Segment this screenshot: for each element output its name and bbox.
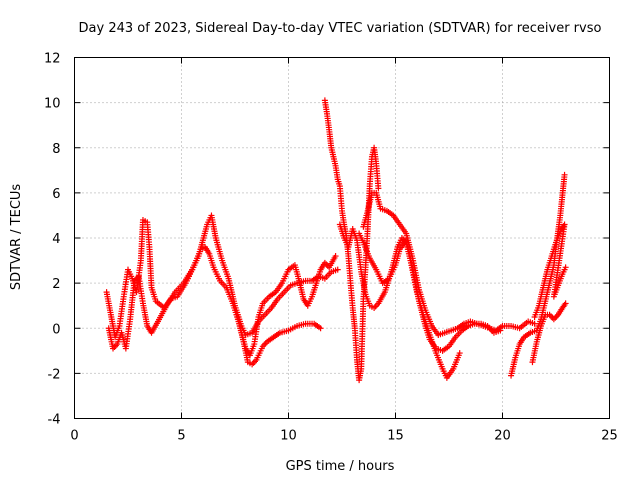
- data-point: [497, 327, 504, 334]
- y-tick-label: 2: [52, 277, 60, 292]
- axis-layer: 0 5 10 15 20 25 -4 -2 0 2 4 6 8 10 12: [44, 52, 618, 444]
- x-axis-label: GPS time / hours: [286, 459, 395, 474]
- data-points-layer: [103, 97, 569, 384]
- data-point: [561, 171, 568, 178]
- data-point: [317, 325, 324, 332]
- x-tick-label: 0: [70, 429, 78, 444]
- y-tick-label: -4: [48, 413, 61, 428]
- chart-title: Day 243 of 2023, Sidereal Day-to-day VTE…: [79, 21, 602, 36]
- y-tick-label: 6: [52, 187, 60, 202]
- y-tick-label: 4: [52, 232, 60, 247]
- y-tick-label: -2: [48, 367, 61, 382]
- y-tick-label: 10: [44, 97, 61, 112]
- data-point: [562, 300, 569, 307]
- y-tick-label: 0: [52, 322, 60, 337]
- x-tick-label: 15: [387, 429, 404, 444]
- x-tick-label: 20: [494, 429, 511, 444]
- y-axis-label: SDTVAR / TECUs: [9, 184, 24, 291]
- data-point: [456, 350, 463, 357]
- data-point: [332, 253, 339, 260]
- x-tick-label: 25: [601, 429, 618, 444]
- y-tick-label: 8: [52, 142, 60, 157]
- grid-layer: [74, 57, 610, 419]
- data-point: [375, 185, 382, 192]
- x-tick-label: 10: [280, 429, 297, 444]
- x-tick-label: 5: [177, 429, 185, 444]
- y-tick-label: 12: [44, 52, 61, 67]
- data-point: [334, 266, 341, 273]
- data-point: [562, 264, 569, 271]
